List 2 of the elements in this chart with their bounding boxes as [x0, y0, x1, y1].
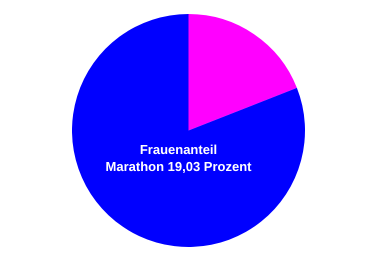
text: Frauenanteil [140, 142, 218, 158]
text: Marathon 19,03 Prozent [106, 159, 252, 174]
